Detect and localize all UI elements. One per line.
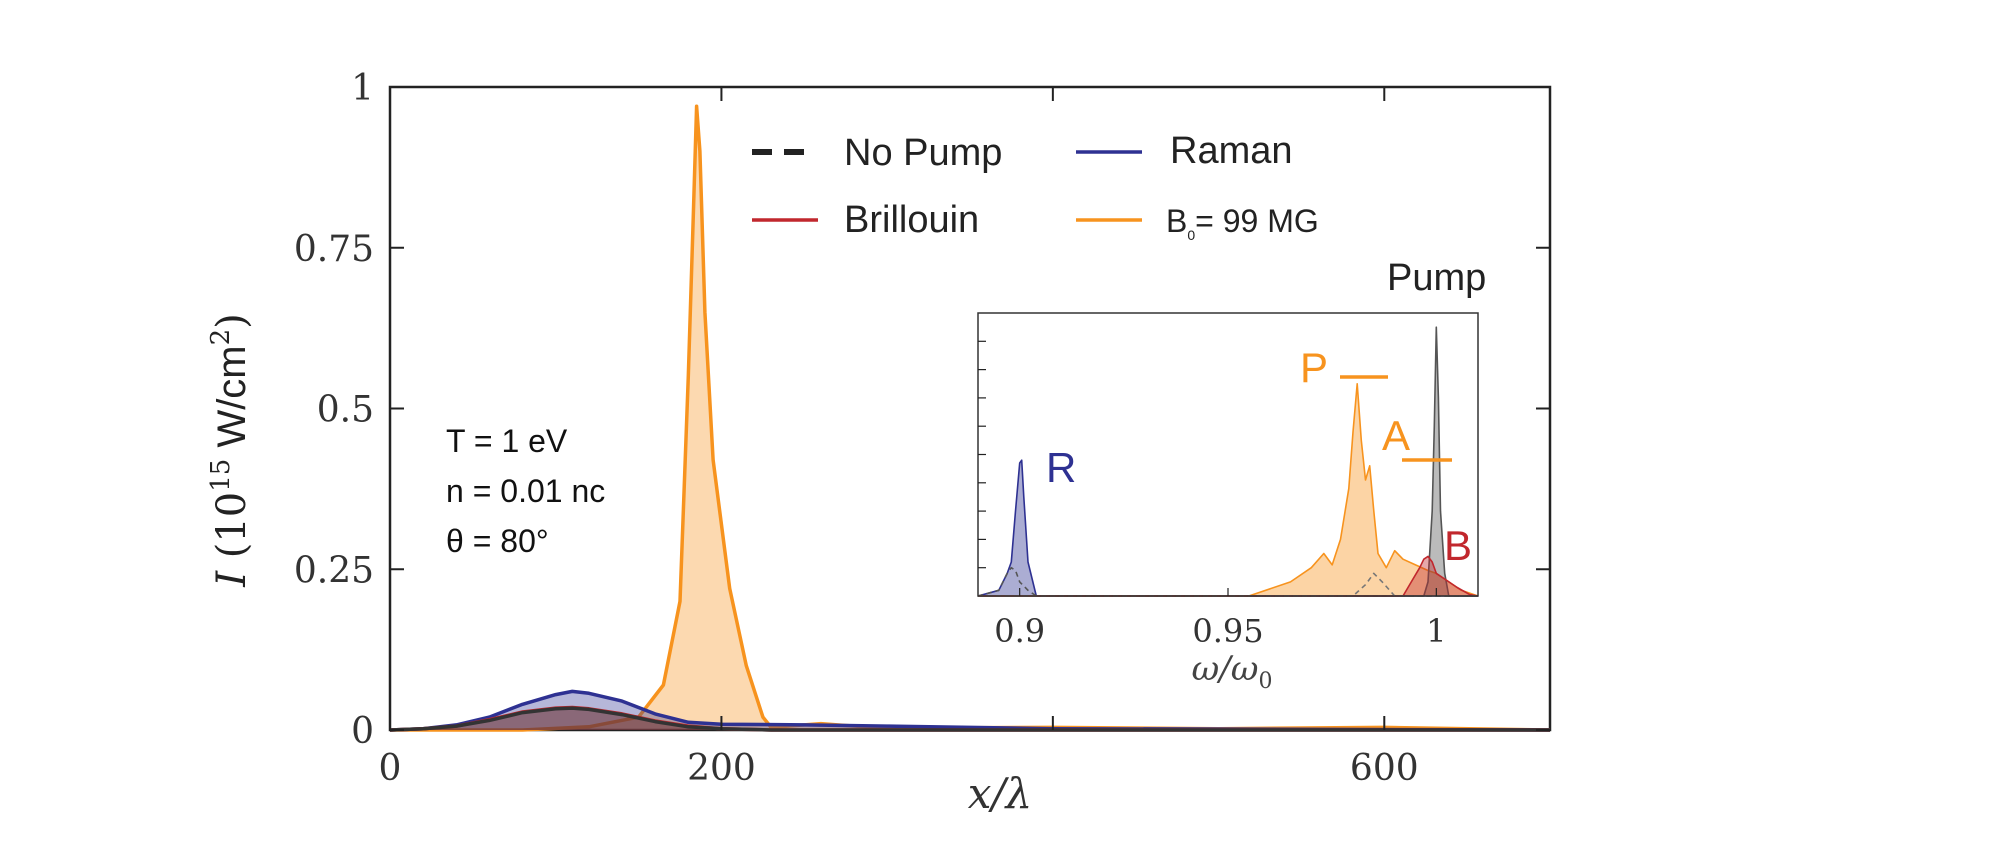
inset-line-raman <box>977 459 1478 597</box>
main-x-tick-label: 0 <box>379 748 402 789</box>
inset-x-axis-label: ω/ω0 <box>1192 649 1273 694</box>
main-x-tick-label: 600 <box>1350 748 1419 789</box>
inset-x-tick-label: 0.9 <box>994 612 1045 650</box>
parameter-annotations: T = 1 eV n = 0.01 nc θ = 80° <box>446 423 605 559</box>
main-series-group <box>389 104 1551 732</box>
inset-label-a: A <box>1382 412 1410 459</box>
main-y-tick-label: 0.25 <box>294 550 374 591</box>
main-area-no-pump <box>390 708 1550 730</box>
inset-axis-ticks: 0.9 0.95 1 <box>978 340 1447 650</box>
inset-x-tick-label: 1 <box>1426 612 1446 650</box>
main-x-axis-label: x/λ <box>968 769 1032 818</box>
main-axis-ticks: 0 200 600 0 0.25 0.5 0.75 1 <box>294 68 1550 789</box>
inset-line-pump-no-b <box>978 326 1478 597</box>
legend-label-b0: B0= 99 MG <box>1166 203 1319 243</box>
main-area-brillouin <box>390 707 1550 730</box>
main-x-tick-label: 200 <box>687 748 756 789</box>
annotation-angle: θ = 80° <box>446 523 549 559</box>
inset-label-p: P <box>1300 344 1328 391</box>
main-y-axis-label: I (1015 W/cm2) <box>206 313 255 588</box>
inset-label-b: B <box>1444 522 1472 569</box>
annotation-temperature: T = 1 eV <box>446 423 568 459</box>
main-y-tick-label: 1 <box>351 68 374 109</box>
inset-area-raman <box>978 460 1478 596</box>
inset-chart: 0.9 0.95 1 Pump ω/ω0 R P A B <box>977 257 1486 694</box>
legend-label-raman: Raman <box>1170 130 1293 172</box>
main-y-tick-label: 0.75 <box>294 229 374 270</box>
annotation-density: n = 0.01 nc <box>446 473 605 509</box>
inset-label-r: R <box>1046 444 1076 491</box>
main-y-tick-label: 0 <box>351 711 374 752</box>
inset-line-brillouin <box>978 555 1479 597</box>
legend-label-brillouin: Brillouin <box>844 199 979 241</box>
inset-title: Pump <box>1387 257 1486 299</box>
main-y-tick-label: 0.5 <box>317 390 374 431</box>
inset-line-no-pump-r <box>977 566 1478 597</box>
main-line-no-pump <box>389 706 1550 732</box>
main-line-raman <box>389 689 1551 732</box>
legend: No Pump Raman Brillouin B0= 99 MG <box>752 130 1319 243</box>
inset-x-tick-label: 0.95 <box>1192 612 1263 650</box>
inset-background <box>978 313 1478 596</box>
inset-area-brillouin <box>978 556 1478 596</box>
inset-series-group <box>977 326 1479 597</box>
legend-label-no-pump: No Pump <box>844 132 1002 174</box>
